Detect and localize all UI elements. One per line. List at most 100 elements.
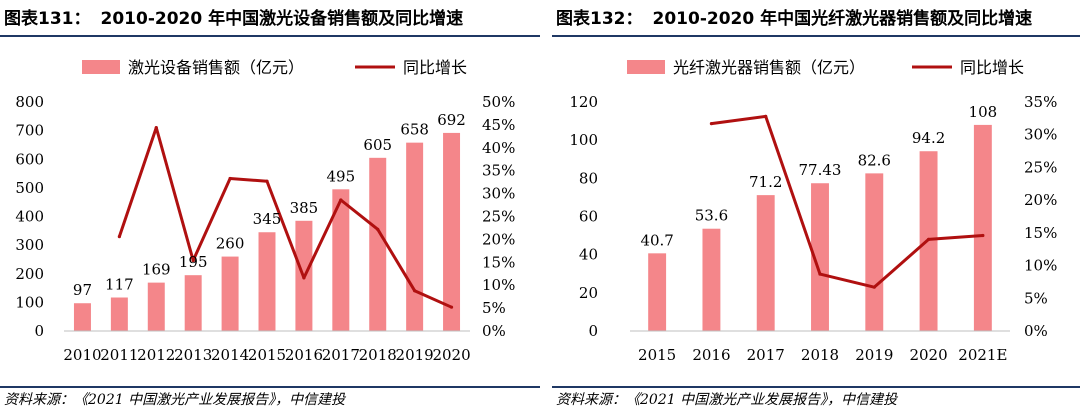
y2-tick-label: 35%	[1024, 93, 1057, 111]
y-tick-label: 120	[569, 93, 598, 111]
y2-tick-label: 0%	[1024, 322, 1048, 340]
bar-data-label: 195	[179, 253, 208, 271]
source-note: 资料来源：《2021 中国激光产业发展报告》，中信建投	[4, 392, 346, 408]
growth-point	[926, 237, 931, 241]
bar	[221, 256, 239, 331]
y2-tick-label: 20%	[1024, 191, 1057, 209]
bar-data-label: 77.43	[799, 161, 842, 179]
y2-tick-label: 15%	[1024, 224, 1057, 242]
x-tick-label: 2018	[359, 346, 397, 364]
y-tick-label: 0	[34, 322, 44, 340]
growth-point	[872, 285, 876, 289]
x-tick-label: 2020	[432, 346, 470, 364]
bar-data-label: 658	[400, 121, 429, 139]
x-tick-label: 2017	[322, 346, 360, 364]
x-tick-label: 2019	[396, 346, 434, 364]
y2-tick-label: 10%	[482, 276, 515, 294]
chart-fiber-laser-sales: 光纤激光器销售额（亿元） 同比增长 0 20 40 60 80 100 120 0% 5% 10% 15…	[569, 58, 1057, 364]
y-tick-label: 800	[15, 93, 44, 111]
growth-point	[191, 258, 195, 263]
growth-point	[981, 233, 985, 238]
y-tick-label: 80	[579, 169, 598, 187]
legend-line-label: 同比增长	[403, 58, 467, 77]
y-tick-label: 400	[15, 208, 44, 226]
y2-tick-label: 15%	[482, 253, 515, 271]
x-tick-label: 2016	[692, 346, 730, 364]
bar-data-label: 385	[290, 199, 319, 217]
y2-tick-label: 50%	[482, 93, 515, 111]
y-tick-label: 40	[579, 246, 598, 264]
growth-point	[154, 126, 158, 130]
source-rule	[552, 386, 1080, 388]
legend-line-label: 同比增长	[960, 58, 1024, 77]
x-tick-label: 2015	[638, 346, 676, 364]
x-tick-label: 2014	[211, 346, 249, 364]
bar-data-label: 40.7	[640, 231, 673, 249]
y2-tick-label: 0%	[482, 322, 506, 340]
bar	[702, 228, 721, 331]
bar-data-label: 97	[73, 281, 92, 299]
x-tick-label: 2013	[174, 346, 212, 364]
x-tick-label: 2015	[248, 346, 286, 364]
bar	[147, 282, 165, 331]
chart-title: 图表132： 2010-2020 年中国光纤激光器销售额及同比增速	[556, 4, 1032, 29]
bar	[258, 232, 276, 331]
y-tick-label: 200	[15, 265, 44, 283]
growth-point	[117, 235, 121, 239]
bar	[369, 157, 387, 331]
y-tick-label: 60	[579, 208, 598, 226]
chart-title-text: 2010-2020 年中国光纤激光器销售额及同比增速	[652, 9, 1033, 29]
y2-tick-label: 25%	[482, 208, 515, 226]
y2-tick-label: 45%	[482, 116, 515, 134]
bar	[443, 132, 461, 331]
y-tick-label: 500	[15, 179, 44, 197]
bar	[648, 253, 667, 331]
y2-tick-label: 5%	[1024, 289, 1048, 307]
growth-line	[711, 114, 983, 289]
bar	[973, 124, 992, 332]
y-tick-label: 100	[569, 131, 598, 149]
y-tick-label: 0	[588, 322, 598, 340]
x-tick-label: 2010	[63, 346, 101, 364]
bar-data-label: 117	[105, 276, 134, 294]
bar	[406, 142, 424, 331]
bar-data-label: 94.2	[912, 129, 945, 147]
title-rule	[552, 35, 1080, 37]
source-rule	[0, 386, 540, 388]
y2-tick-label: 5%	[482, 299, 506, 317]
bar-data-label: 82.6	[858, 151, 891, 169]
bar-data-label: 53.6	[695, 207, 728, 225]
x-tick-label: 2012	[137, 346, 175, 364]
y2-tick-label: 35%	[482, 162, 515, 180]
x-tick-label: 2021E	[958, 346, 1007, 364]
x-tick-label: 2016	[285, 346, 323, 364]
title-rule	[0, 35, 540, 37]
bar	[865, 173, 884, 331]
bar-data-label: 605	[363, 136, 392, 154]
y2-tick-label: 30%	[1024, 126, 1057, 144]
chart-panel-fiber-laser: 图表132： 2010-2020 年中国光纤激光器销售额及同比增速 光纤激光器销售…	[552, 0, 1080, 413]
x-tick-label: 2019	[855, 346, 893, 364]
bar	[756, 195, 775, 331]
growth-line	[117, 126, 453, 309]
growth-point	[818, 272, 822, 276]
legend-bar-swatch	[627, 60, 665, 74]
bar	[73, 303, 91, 331]
y2-tick-label: 10%	[1024, 257, 1057, 275]
y2-tick-label: 40%	[482, 139, 515, 157]
bar	[811, 183, 829, 331]
y-tick-label: 600	[15, 150, 44, 168]
y2-tick-label: 30%	[482, 185, 515, 203]
chart-laser-equipment-sales: 激光设备销售额（亿元） 同比增长 0 100 200 300 400 500 600 700 800…	[15, 58, 515, 364]
growth-point	[376, 227, 380, 231]
bar	[184, 275, 202, 331]
x-tick-label: 2017	[747, 346, 785, 364]
bar-data-label: 692	[437, 111, 466, 129]
legend-bar-label: 激光设备销售额（亿元）	[128, 58, 304, 77]
bar-data-label: 71.2	[749, 173, 782, 191]
bar-data-label: 260	[216, 235, 245, 253]
chart-title-text: 2010-2020 年中国激光设备销售额及同比增速	[100, 9, 464, 29]
bar-data-label: 495	[326, 167, 355, 185]
legend-bar-label: 光纤激光器销售额（亿元）	[673, 58, 865, 77]
growth-point	[265, 179, 269, 183]
